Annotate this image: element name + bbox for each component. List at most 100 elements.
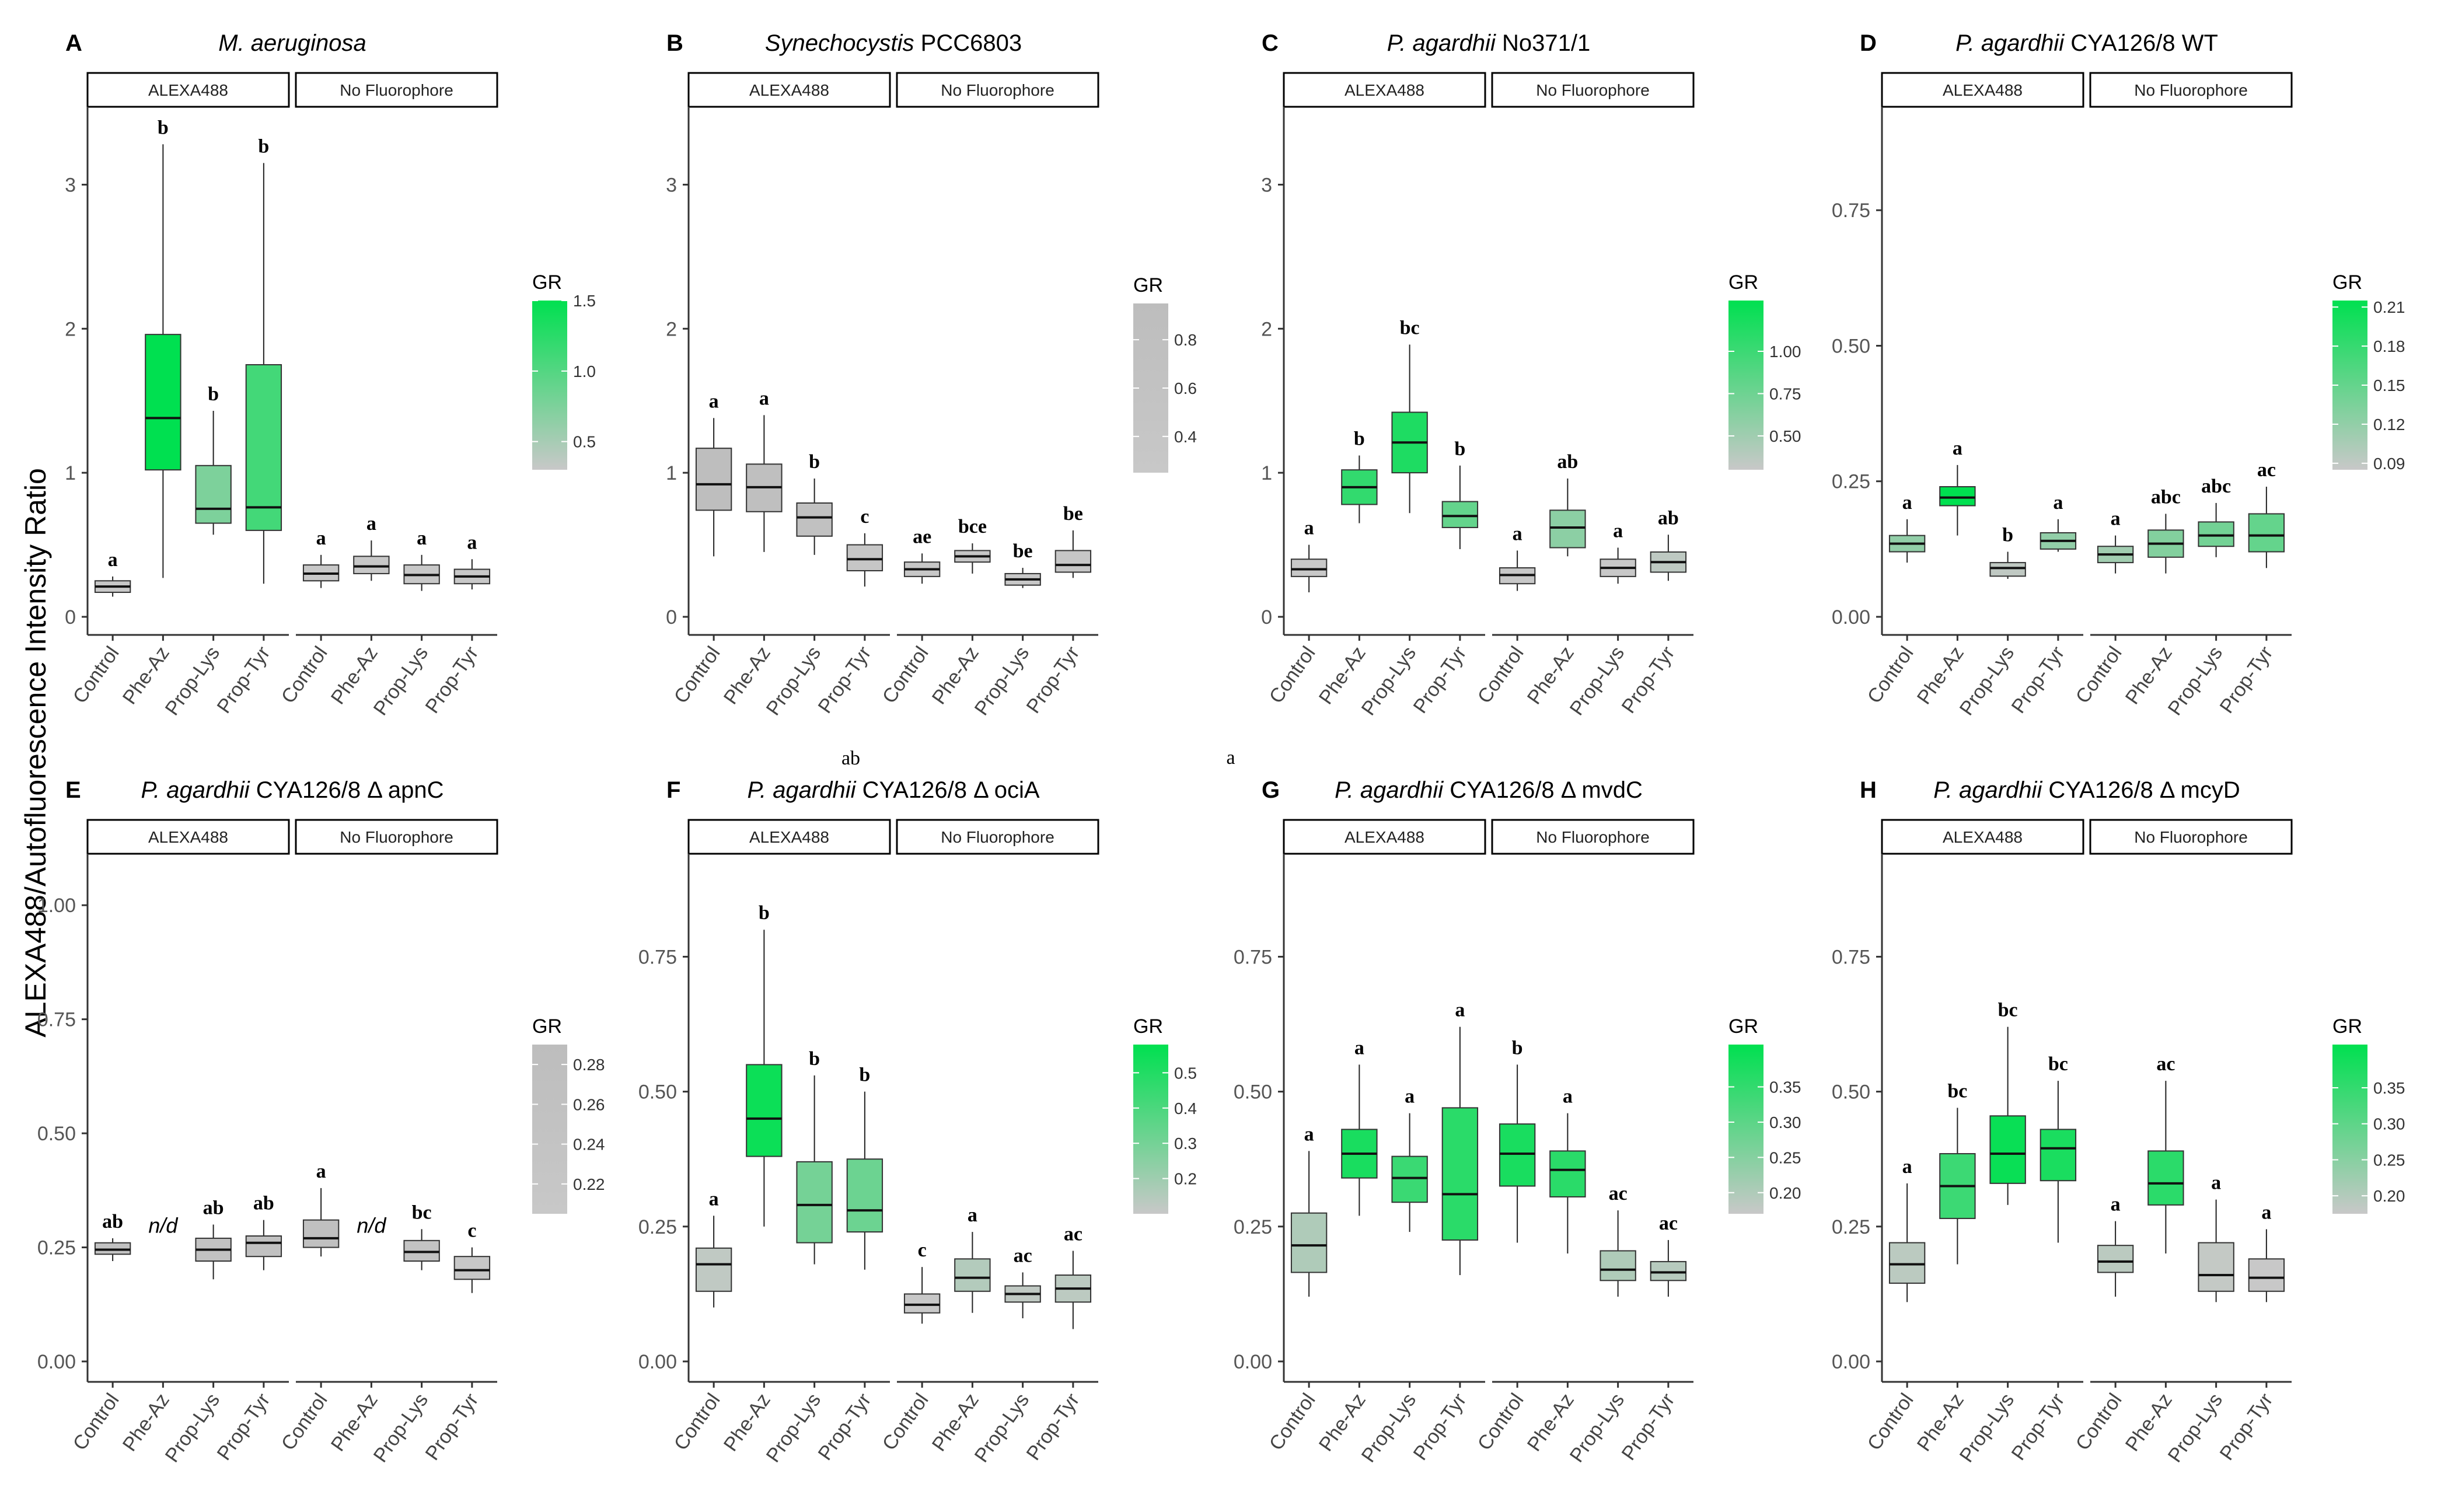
box (2040, 1129, 2077, 1182)
box (245, 364, 282, 531)
box (846, 544, 883, 572)
legend-tick-label: 0.30 (1769, 1113, 1801, 1132)
legend-colorbar (2332, 1045, 2367, 1214)
significance-label: a (1613, 521, 1623, 542)
box (796, 1161, 833, 1244)
x-tick-label: Control (2072, 1389, 2126, 1455)
box (2248, 1258, 2285, 1292)
y-tick-label: 3 (65, 174, 76, 196)
facet-strip (1491, 819, 1695, 855)
legend-colorbar (1728, 1045, 1763, 1214)
facet-label: ALEXA488 (749, 828, 829, 846)
significance-label: c (467, 1220, 476, 1242)
legend-tick-label: 0.24 (573, 1136, 605, 1154)
significance-label: ac (1014, 1245, 1032, 1266)
panel-title-strain: CYA126/8 Δ ociA (856, 777, 1040, 803)
significance-label: a (467, 532, 477, 553)
facet-strip (1881, 819, 2084, 855)
significance-label: bc (1400, 317, 1420, 338)
box (695, 1247, 732, 1292)
significance-label: bc (412, 1202, 432, 1223)
y-tick-label: 0.00 (1234, 1351, 1272, 1373)
y-tick-label: 0.25 (1234, 1216, 1272, 1238)
facet-strip (2089, 819, 2293, 855)
significance-label: a (1304, 518, 1314, 539)
panel-letter: D (1860, 30, 1877, 56)
y-tick-label: 0.00 (1832, 606, 1870, 628)
legend-colorbar (1728, 301, 1763, 470)
x-tick-label: Control (1265, 1389, 1320, 1455)
x-tick-label: Control (1863, 642, 1918, 708)
panel-letter: G (1262, 777, 1280, 803)
x-tick-label: Phe-Az (118, 642, 174, 708)
x-tick-label: Control (878, 1389, 933, 1455)
panel-title-species: P. agardhii (1335, 777, 1444, 803)
y-tick-label: 0.75 (638, 946, 677, 968)
panel-title-species: P. agardhii (1387, 30, 1496, 56)
facet-strip (896, 72, 1099, 108)
legend-tick-label: 0.35 (1769, 1078, 1801, 1097)
significance-label: a (1455, 1000, 1465, 1021)
x-tick-label: Control (2072, 642, 2126, 708)
x-tick-label: Phe-Az (720, 1389, 775, 1455)
facet-strip (1881, 72, 2084, 108)
significance-label: a (2111, 1194, 2121, 1216)
box (746, 1064, 783, 1157)
significance-label: ac (1609, 1183, 1628, 1204)
facet-label: No Fluorophore (2134, 828, 2248, 846)
legend-tick-label: 0.28 (573, 1056, 605, 1074)
x-tick-label: Phe-Az (1315, 642, 1370, 708)
y-tick-label: 0.75 (37, 1009, 76, 1031)
y-tick-label: 0.50 (1832, 335, 1870, 357)
significance-label: ac (2156, 1053, 2175, 1075)
panel-title-species: P. agardhii (747, 777, 856, 803)
box (796, 502, 833, 537)
box (1888, 1242, 1926, 1284)
x-tick-label: Phe-Az (2121, 1389, 2177, 1455)
box (1989, 562, 2026, 577)
box (1549, 509, 1586, 549)
significance-label: b (809, 1048, 820, 1070)
y-tick-label: 0.00 (1832, 1351, 1870, 1373)
box (846, 1158, 883, 1233)
box (2147, 1150, 2184, 1206)
box (1441, 1107, 1479, 1241)
y-tick-label: 1 (65, 462, 76, 484)
significance-label: a (366, 513, 376, 535)
significance-label: ac (1064, 1223, 1082, 1245)
x-tick-label: Phe-Az (1523, 642, 1579, 708)
y-tick-label: 0.50 (1832, 1081, 1870, 1104)
panel-title-strain: CYA126/8 Δ mcyD (2042, 777, 2240, 803)
x-tick-label: Phe-Az (118, 1389, 174, 1455)
y-axis-title: ALEXA488/Autofluorescence Intensity Rati… (19, 468, 52, 1038)
legend-tick-label: 0.18 (2373, 337, 2405, 355)
facet-strip (86, 819, 290, 855)
legend-tick-label: 1.5 (573, 292, 596, 310)
stray-label-ab: ab (841, 748, 860, 769)
legend-tick-label: 0.2 (1174, 1170, 1197, 1188)
box (695, 448, 732, 511)
x-tick-label: Phe-Az (327, 642, 382, 708)
x-tick-label: Control (670, 1389, 725, 1455)
y-tick-label: 0.75 (1832, 946, 1870, 968)
significance-label: ab (1658, 507, 1679, 529)
box (1549, 1150, 1586, 1197)
significance-label: a (759, 387, 769, 409)
box (1441, 501, 1479, 528)
significance-label: a (1513, 523, 1522, 544)
legend-tick-label: 0.4 (1174, 1099, 1197, 1118)
significance-label: bc (2048, 1053, 2068, 1075)
legend-tick-label: 0.5 (573, 433, 596, 451)
facet-strip (295, 819, 498, 855)
y-tick-label: 0.50 (37, 1123, 76, 1145)
panel-f: F P. agardhii CYA126/8 Δ ociA ALEXA488 No F… (638, 777, 1197, 1466)
legend-title: GR (1728, 1015, 1758, 1038)
x-tick-label: Control (1473, 1389, 1528, 1455)
facet-strip (1491, 72, 1695, 108)
panel-title-strain: CYA126/8 Δ mvdC (1443, 777, 1643, 803)
y-tick-label: 0.25 (1832, 1216, 1870, 1238)
panel-title-strain: No371/1 (1496, 30, 1590, 56)
panel-title-species: P. agardhii (1955, 30, 2065, 56)
box (245, 1235, 282, 1258)
significance-label: a (2211, 1172, 2221, 1194)
